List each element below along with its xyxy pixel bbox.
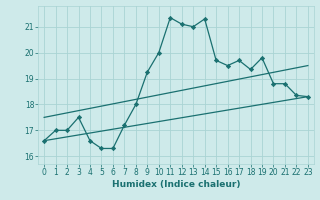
X-axis label: Humidex (Indice chaleur): Humidex (Indice chaleur) [112,180,240,189]
